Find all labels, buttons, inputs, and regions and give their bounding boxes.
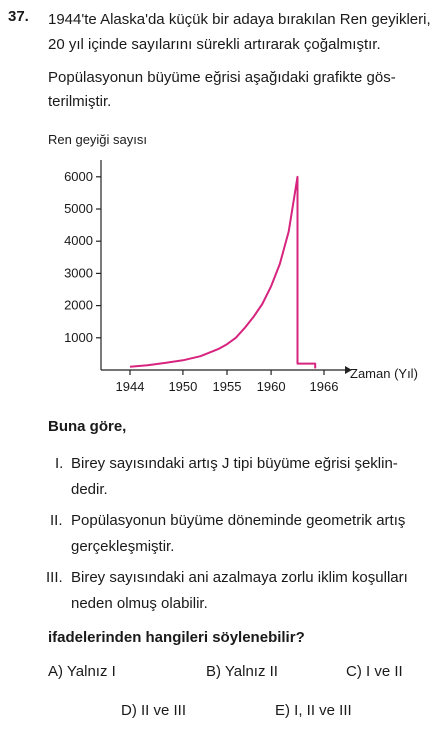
y-tick-label: 5000 (64, 201, 93, 216)
x-tick-label: 1960 (257, 379, 286, 394)
statement-2-line-1: Popülasyonun büyüme döneminde geometrik … (71, 512, 406, 529)
intro-line-4: terilmiştir. (48, 93, 112, 110)
question-prompt: ifadelerinden hangileri söylenebilir? (48, 629, 305, 646)
y-ticks: 1000 2000 3000 4000 5000 6000 (64, 169, 101, 345)
x-tick-label: 1955 (213, 379, 242, 394)
x-tick-label: 1966 (310, 379, 339, 394)
question-number: 37. (8, 8, 29, 25)
statement-3-number: III. (46, 569, 63, 586)
statement-1-line-1: Birey sayısındaki artış J tipi büyüme eğ… (71, 455, 398, 472)
x-axis-arrow (345, 366, 352, 374)
intro-line-1: 1944'te Alaska'da küçük bir adaya bırakı… (48, 11, 431, 28)
lead-text: Buna göre, (48, 418, 127, 435)
option-c[interactable]: C) I ve II (346, 663, 403, 680)
y-tick-label: 3000 (64, 265, 93, 280)
intro-line-3: Popülasyonun büyüme eğrisi aşağıdaki gra… (48, 69, 396, 86)
chart-axes (100, 160, 352, 374)
statement-1-line-2: dedir. (71, 481, 108, 498)
x-tick-label: 1944 (116, 379, 145, 394)
statement-3-line-1: Birey sayısındaki ani azalmaya zorlu ikl… (71, 569, 408, 586)
y-axis-label: Ren geyiği sayısı (48, 132, 147, 147)
statement-2-number: II. (50, 512, 63, 529)
option-e[interactable]: E) I, II ve III (275, 702, 352, 719)
y-tick-label: 4000 (64, 233, 93, 248)
y-tick-label: 2000 (64, 298, 93, 313)
y-tick-label: 1000 (64, 330, 93, 345)
growth-chart: Ren geyiği sayısı 1000 2000 3000 4000 5000 60… (48, 132, 418, 394)
option-a[interactable]: A) Yalnız I (48, 663, 116, 680)
x-ticks: 1944 1950 1955 1960 1966 (116, 370, 339, 394)
statement-1-number: I. (55, 455, 64, 472)
y-tick-label: 6000 (64, 169, 93, 184)
intro-line-2: 20 yıl içinde sayılarını sürekli artırar… (48, 36, 381, 53)
x-tick-label: 1950 (168, 379, 197, 394)
option-d[interactable]: D) II ve III (121, 702, 187, 719)
statement-2-line-2: gerçekleşmiştir. (71, 538, 175, 555)
population-curve (129, 175, 317, 369)
chart-series (129, 175, 317, 369)
x-axis-label: Zaman (Yıl) (350, 366, 418, 381)
statement-3-line-2: neden olmuş olabilir. (71, 595, 208, 612)
option-b[interactable]: B) Yalnız II (206, 663, 278, 680)
